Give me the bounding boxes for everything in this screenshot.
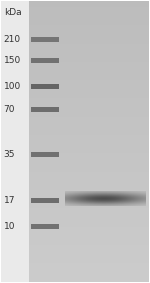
Bar xyxy=(31,152,59,156)
Bar xyxy=(31,224,59,230)
Text: 210: 210 xyxy=(4,35,21,44)
Text: 17: 17 xyxy=(4,196,15,205)
Text: kDa: kDa xyxy=(4,8,22,17)
Bar xyxy=(31,107,59,112)
Text: 150: 150 xyxy=(4,56,21,65)
Bar xyxy=(31,84,59,89)
Text: 10: 10 xyxy=(4,222,15,231)
Text: 70: 70 xyxy=(4,105,15,114)
Bar xyxy=(31,198,59,203)
Text: 100: 100 xyxy=(4,82,21,91)
Bar xyxy=(31,37,59,42)
Bar xyxy=(31,58,59,63)
Text: 35: 35 xyxy=(4,150,15,158)
